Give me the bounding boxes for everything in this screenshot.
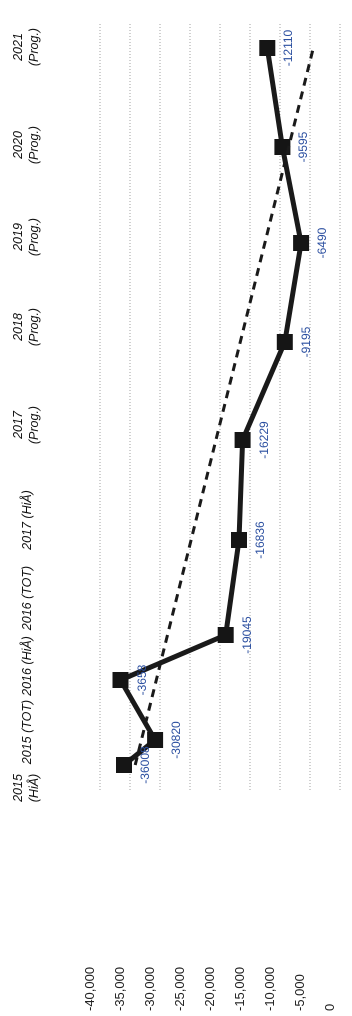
series-line [118, 45, 304, 768]
data-label: -12110 [281, 29, 296, 67]
y-axis-tick-label: -15,000 [232, 966, 247, 1011]
data-point-marker [276, 334, 293, 350]
y-axis-tick-label: -10,000 [262, 966, 277, 1011]
data-label: -19045 [239, 616, 254, 654]
y-axis-tick-label: -20,000 [202, 966, 217, 1011]
category-label: 2016 (TOT) [20, 565, 34, 631]
data-label: -30820 [169, 721, 184, 759]
data-point-marker [217, 627, 234, 643]
data-label: -36008 [138, 746, 152, 784]
data-label: -9195 [298, 326, 313, 358]
y-axis-tick-label: -30,000 [142, 966, 157, 1011]
category-label: 2021 (Prog.) [11, 27, 41, 67]
data-label: -16229 [256, 421, 271, 459]
data-point-marker [116, 757, 132, 773]
category-label: 2017 (Prog.) [11, 405, 41, 445]
data-point-marker [234, 432, 251, 448]
data-point-marker [147, 732, 164, 748]
category-label: 2017 (HiÅ) [20, 490, 34, 550]
category-label: 2019 (Prog.) [11, 217, 41, 257]
data-label: -3658 [134, 664, 149, 696]
y-axis-tick-label: 0 [322, 1003, 337, 1011]
y-axis-tick-label: -40,000 [82, 966, 97, 1011]
data-point-marker [293, 235, 310, 251]
category-label: 2018 (Prog.) [11, 307, 41, 347]
data-label: -9595 [296, 131, 311, 163]
data-point-marker [112, 672, 129, 688]
y-axis-tick-label: -5,000 [292, 974, 307, 1011]
trendline [133, 47, 315, 766]
data-label: -6490 [315, 227, 330, 259]
data-point-marker [259, 40, 276, 56]
y-axis-tick-label: -25,000 [172, 966, 187, 1011]
data-label: -16836 [253, 521, 267, 559]
category-label: 2020 (Prog.) [11, 125, 41, 165]
data-point-marker [231, 532, 247, 548]
y-axis-tick-label: -35,000 [112, 966, 127, 1011]
